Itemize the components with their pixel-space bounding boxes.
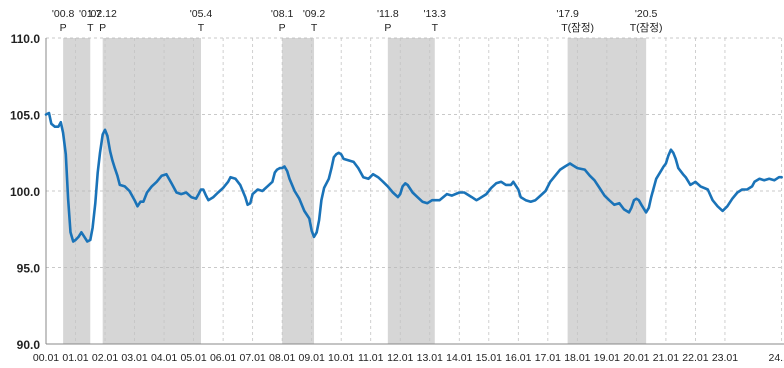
trough-mark-label-4: T <box>432 22 439 34</box>
peak-mark-label-3: P <box>279 22 286 34</box>
trough-mark-label-1: T <box>87 22 94 34</box>
x-tick-label-24: 23.01 <box>712 352 738 364</box>
x-tick-label-11: 10.01 <box>328 352 354 364</box>
y-tick-label-3: 100.0 <box>10 185 40 199</box>
x-tick-label-17: 16.01 <box>505 352 531 364</box>
y-tick-label-2: 95.0 <box>17 262 41 276</box>
peak-mark-label-1: P <box>60 22 67 34</box>
y-tick-label-1: 90.0 <box>17 338 41 352</box>
x-tick-label-1: 00.01 <box>33 352 59 364</box>
x-tick-labels: 00.01 01.01 02.01 03.01 04.01 05.01 06.01 07.01… <box>33 352 784 364</box>
trough-mark-label-3: T <box>311 22 318 34</box>
y-tick-labels: 90.0 95.0 100.0 105.0 110.0 <box>10 32 40 352</box>
period-annotations: '00.8'01.7P T'02.12'05.4P T'08.1'09.2P T'11… <box>52 8 663 34</box>
axes <box>45 38 784 345</box>
x-tick-label-20: 19.01 <box>594 352 620 364</box>
x-tick-label-13: 12.01 <box>387 352 413 364</box>
x-tick-label-8: 07.01 <box>239 352 265 364</box>
peak-date-label-3: '08.1 <box>271 8 294 20</box>
trough-date-label-1: '01.7 <box>79 8 102 20</box>
x-tick-label-23: 22.01 <box>682 352 708 364</box>
x-tick-label-9: 08.01 <box>269 352 295 364</box>
x-tick-label-15: 14.01 <box>446 352 472 364</box>
x-tick-label-10: 09.01 <box>299 352 325 364</box>
x-tick-label-12: 11.01 <box>358 352 384 364</box>
x-tick-label-21: 20.01 <box>623 352 649 364</box>
peak-date-label-4: '11.8 <box>377 8 399 20</box>
peak-date-label-2: '02.12 <box>89 8 117 20</box>
series-layer <box>44 111 783 243</box>
trough-date-label-3: '09.2 <box>303 8 326 20</box>
trough-date-label-4: '13.3 <box>424 8 447 20</box>
peak-mark-label-2: P <box>99 22 106 34</box>
gridlines <box>45 37 784 344</box>
x-tick-label-2: 01.01 <box>62 352 88 364</box>
peak-mark-label-5: T(잠정) <box>561 22 594 34</box>
trough-date-label-2: '05.4 <box>190 8 213 20</box>
x-tick-label-6: 05.01 <box>180 352 206 364</box>
peak-mark-label-4: P <box>384 22 391 34</box>
y-tick-label-5: 110.0 <box>11 32 41 46</box>
trough-mark-label-5: T(잠정) <box>630 22 663 34</box>
trough-mark-label-2: T <box>198 22 205 34</box>
x-tick-label-16: 15.01 <box>476 352 502 364</box>
x-tick-label-5: 04.01 <box>151 352 177 364</box>
x-tick-label-18: 17.01 <box>535 352 561 364</box>
peak-date-label-1: '00.8 <box>52 8 75 20</box>
series-line-1 <box>44 111 783 243</box>
trough-date-label-5: '20.5 <box>635 8 658 20</box>
x-tick-label-14: 13.01 <box>417 352 443 364</box>
x-tick-label-7: 06.01 <box>210 352 236 364</box>
x-tick-label-19: 18.01 <box>564 352 590 364</box>
x-tick-label-3: 02.01 <box>92 352 118 364</box>
peak-date-label-5: '17.9 <box>556 8 579 20</box>
x-tick-label-4: 03.01 <box>121 352 147 364</box>
x-tick-label-22: 21.01 <box>653 352 679 364</box>
x-tick-label-25: 24.12 <box>768 352 784 364</box>
y-tick-label-4: 105.0 <box>10 109 40 123</box>
